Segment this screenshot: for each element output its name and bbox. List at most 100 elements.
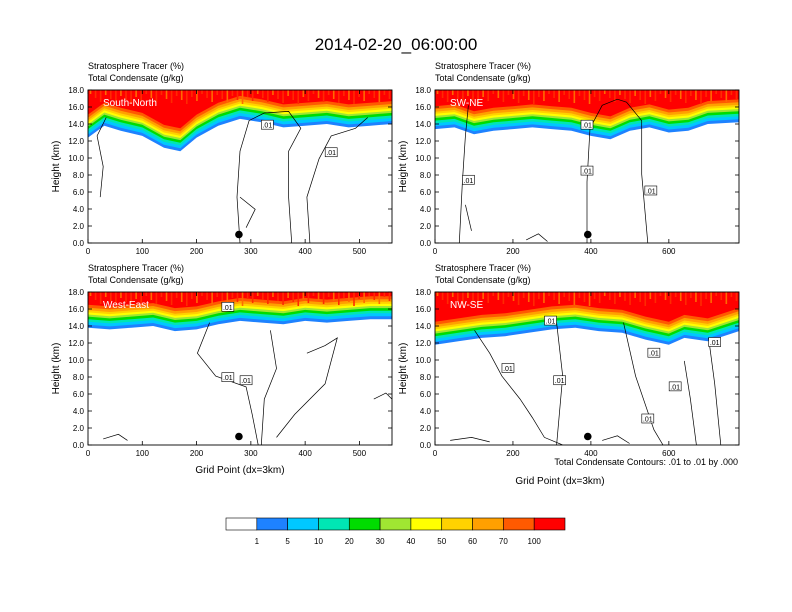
panel-subtitle-condensate: Total Condensate (g/kg) — [435, 73, 531, 83]
panel-label: SW-NE — [450, 98, 483, 109]
contour-label-box — [708, 337, 721, 347]
colorbar-swatch — [410, 517, 443, 531]
contour-label-box — [580, 165, 594, 176]
contour-label-box — [544, 315, 557, 326]
panel-subtitle-condensate: Total Condensate (g/kg) — [88, 275, 184, 285]
colorbar-label: 10 — [314, 537, 323, 546]
y-tick-label: 0.0 — [73, 441, 85, 450]
contour-footnote: Total Condensate Contours: .01 to .01 by… — [554, 457, 738, 467]
y-tick-label: 6.0 — [420, 188, 432, 197]
y-tick-label: 16.0 — [68, 305, 84, 314]
y-tick-label: 12.0 — [415, 137, 431, 146]
contour-label: .01 — [262, 123, 272, 130]
plot-area — [88, 90, 392, 243]
contour-label-box — [462, 174, 475, 185]
x-axis-label: Grid Point (dx=3km) — [515, 476, 604, 487]
contour-label-box — [501, 363, 515, 373]
tracer-band-10 — [435, 292, 739, 322]
y-tick-label: 4.0 — [420, 407, 432, 416]
y-tick-label: 2.0 — [420, 222, 432, 231]
colorbar-label: 1 — [255, 537, 260, 546]
location-marker — [583, 230, 592, 239]
x-tick-label: 500 — [353, 247, 367, 256]
y-tick-label: 2.0 — [73, 424, 85, 433]
y-tick-label: 18.0 — [415, 288, 431, 297]
y-tick-label: 0.0 — [73, 239, 85, 248]
x-tick-label: 200 — [190, 247, 204, 256]
x-tick-label: 200 — [506, 449, 520, 458]
y-tick-label: 14.0 — [68, 120, 84, 129]
colorbar-swatch — [472, 517, 504, 531]
contour-label-box — [324, 147, 338, 158]
tracer-band-10 — [88, 292, 392, 309]
y-tick-label: 6.0 — [420, 390, 432, 399]
location-marker — [235, 432, 243, 441]
contour-label: .01 — [670, 384, 680, 391]
x-tick-label: 600 — [662, 449, 676, 458]
contour-label-box — [647, 347, 661, 358]
colorbar-label: 30 — [376, 537, 385, 546]
y-tick-label: 6.0 — [73, 188, 85, 197]
x-tick-label: 200 — [190, 449, 204, 458]
panels-group: .01 .01 South-North Stratosphere Tracer (%)… — [51, 61, 740, 487]
y-tick-label: 14.0 — [415, 120, 431, 129]
condensate-contour-7 — [602, 435, 630, 444]
condensate-contour-5 — [103, 433, 128, 441]
x-tick-label: 500 — [353, 449, 367, 458]
colorbar-swatch — [287, 517, 319, 531]
x-tick-label: 0 — [433, 247, 438, 256]
plot-frame — [87, 291, 393, 446]
y-axis-label: Height (km) — [51, 141, 62, 193]
location-marker — [583, 432, 592, 441]
colorbar-label: 50 — [437, 537, 446, 546]
contour-label: .01 — [223, 375, 233, 382]
plot-area — [88, 292, 392, 445]
colorbar-swatch — [256, 517, 288, 531]
contour-label: .01 — [326, 150, 336, 157]
plot-area — [435, 292, 739, 445]
x-tick-label: 400 — [298, 449, 312, 458]
chart-panel-2: .01 .01 .01 .01 SW-NE Stratosphere Tracer (%)… — [398, 61, 740, 256]
contour-label-box — [668, 381, 682, 392]
y-tick-label: 12.0 — [415, 339, 431, 348]
condensate-contour-2 — [260, 330, 277, 445]
x-tick-label: 100 — [136, 449, 150, 458]
panel-subtitle-tracer: Stratosphere Tracer (%) — [88, 61, 184, 71]
condensate-contour-4 — [239, 196, 256, 228]
contour-label-box — [221, 301, 235, 312]
contour-label: .01 — [555, 378, 565, 385]
y-tick-label: 4.0 — [420, 205, 432, 214]
panel-subtitle-tracer: Stratosphere Tracer (%) — [88, 263, 184, 273]
contour-label: .01 — [643, 416, 653, 423]
y-tick-label: 10.0 — [68, 154, 84, 163]
condensate-contour-4 — [526, 233, 548, 242]
x-tick-label: 400 — [298, 247, 312, 256]
x-tick-label: 300 — [244, 449, 258, 458]
chart-panel-4: .01 .01 .01 .01 .01 .01 .01 NW-SE Stratosphere T… — [398, 263, 740, 487]
contour-label: .01 — [649, 351, 659, 358]
y-tick-label: 4.0 — [73, 407, 85, 416]
x-tick-label: 400 — [584, 247, 598, 256]
contour-label: .01 — [582, 123, 592, 130]
y-axis-label: Height (km) — [398, 141, 409, 193]
location-marker — [235, 230, 243, 239]
condensate-contour-4 — [683, 360, 697, 445]
y-tick-label: 16.0 — [68, 103, 84, 112]
condensate-contour-3 — [465, 204, 472, 231]
y-tick-label: 18.0 — [415, 86, 431, 95]
colorbar-label: 100 — [528, 537, 542, 546]
y-tick-label: 8.0 — [73, 373, 85, 382]
x-tick-label: 0 — [433, 449, 438, 458]
x-tick-label: 0 — [86, 247, 91, 256]
panel-subtitle-tracer: Stratosphere Tracer (%) — [435, 263, 531, 273]
colorbar-label: 40 — [406, 537, 415, 546]
y-axis-label: Height (km) — [398, 343, 409, 395]
y-tick-label: 0.0 — [420, 239, 432, 248]
y-tick-label: 18.0 — [68, 288, 84, 297]
x-tick-label: 600 — [662, 247, 676, 256]
y-tick-label: 4.0 — [73, 205, 85, 214]
y-tick-label: 6.0 — [73, 390, 85, 399]
colorbar-label: 20 — [345, 537, 354, 546]
y-tick-label: 12.0 — [68, 339, 84, 348]
condensate-contour-1 — [458, 105, 469, 243]
